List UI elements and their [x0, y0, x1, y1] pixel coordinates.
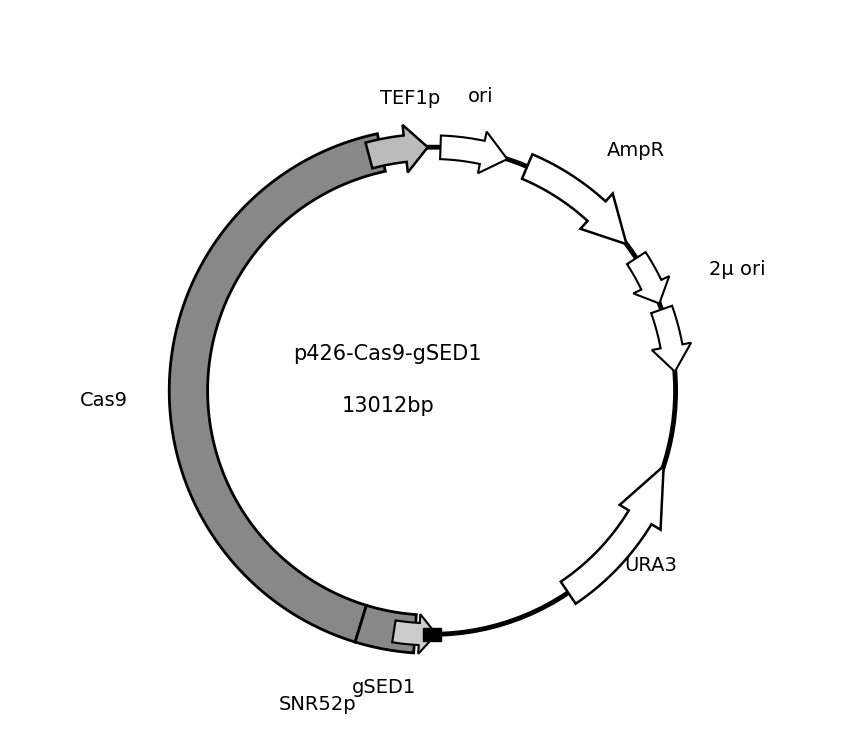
Text: TEF1p: TEF1p [380, 89, 441, 108]
Text: gSED1: gSED1 [352, 678, 416, 696]
Polygon shape [169, 134, 385, 642]
Polygon shape [627, 252, 670, 304]
Text: p426-Cas9-gSED1: p426-Cas9-gSED1 [294, 344, 482, 364]
Text: SNR52p: SNR52p [278, 695, 356, 714]
Polygon shape [651, 306, 691, 371]
Text: Cas9: Cas9 [79, 391, 128, 410]
Polygon shape [440, 132, 507, 173]
Polygon shape [392, 614, 436, 654]
Polygon shape [522, 154, 626, 244]
Bar [422, 628, 442, 641]
Polygon shape [561, 466, 664, 604]
Polygon shape [365, 125, 428, 172]
Text: ori: ori [468, 86, 494, 106]
Text: 13012bp: 13012bp [341, 396, 434, 416]
Polygon shape [355, 605, 416, 653]
Text: 2μ ori: 2μ ori [709, 259, 766, 279]
Text: AmpR: AmpR [607, 141, 664, 160]
Text: URA3: URA3 [624, 556, 677, 575]
